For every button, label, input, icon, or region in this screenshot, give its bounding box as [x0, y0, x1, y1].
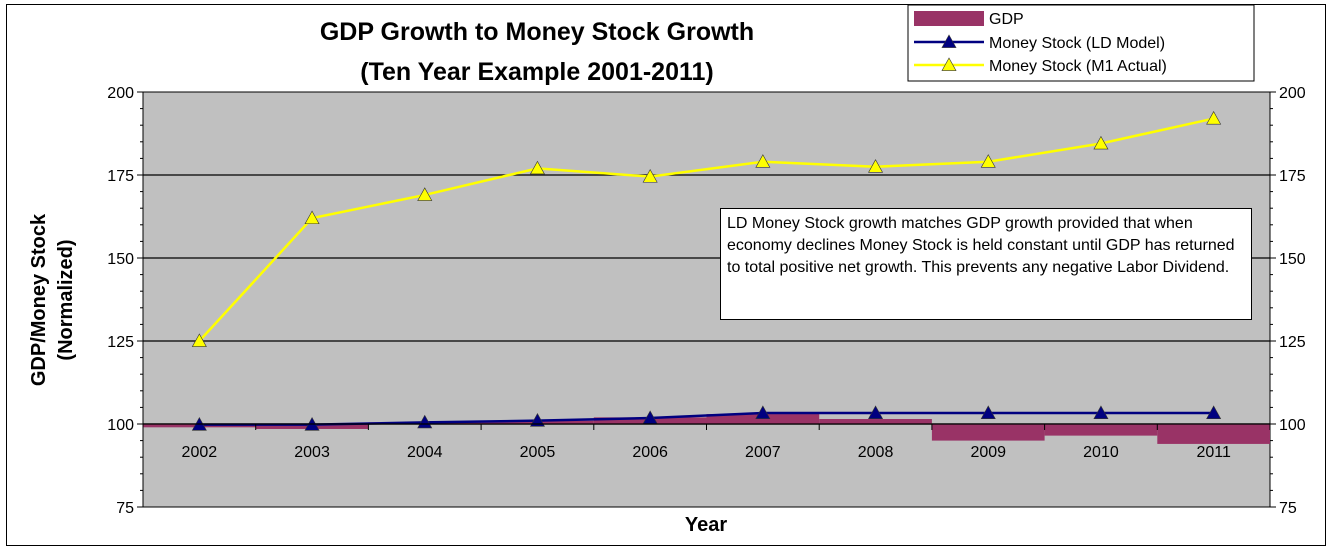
x-tick-label: 2007 [745, 444, 781, 461]
series-marker [642, 169, 658, 183]
series-line [198, 117, 1214, 342]
series-marker [304, 210, 320, 225]
series-marker [1206, 110, 1222, 125]
y-tick-label-left: 75 [116, 500, 134, 517]
y-tick-label-right: 100 [1279, 417, 1306, 434]
y-tick-label-left: 200 [107, 85, 134, 102]
series-marker [529, 413, 545, 427]
x-tick-label: 2002 [182, 444, 218, 461]
legend-label: Money Stock (M1 Actual) [989, 58, 1167, 75]
x-tick-label: 2004 [407, 444, 443, 461]
y-tick-label-right: 75 [1279, 500, 1297, 517]
x-tick-label: 2006 [632, 444, 668, 461]
series-marker [417, 187, 433, 201]
y-tick-label-left: 125 [107, 334, 134, 351]
series-marker [1206, 405, 1222, 419]
series-marker [868, 159, 884, 173]
x-tick-label: 2003 [294, 444, 330, 461]
x-axis-label: Year [685, 514, 727, 536]
legend-swatch [914, 11, 984, 26]
legend-marker [941, 34, 957, 48]
y-tick-label-right: 125 [1279, 334, 1306, 351]
series-marker [1093, 135, 1109, 150]
y-tick-label-left: 175 [107, 168, 134, 185]
x-tick-label: 2011 [1196, 444, 1231, 461]
series-marker [980, 405, 996, 419]
chart-subtitle: (Ten Year Example 2001-2011) [360, 58, 713, 86]
series-marker [980, 154, 996, 168]
series-marker [417, 414, 433, 429]
y-tick-label-left: 100 [107, 417, 134, 434]
gdp-bar [931, 424, 1045, 441]
legend-label: GDP [989, 11, 1024, 28]
x-tick-label: 2005 [520, 444, 556, 461]
gdp-bar [706, 414, 820, 424]
x-tick-label: 2010 [1083, 444, 1119, 461]
gdp-bar [1157, 424, 1270, 444]
y-tick-label-left: 150 [107, 251, 134, 268]
gdp-bar [819, 419, 932, 424]
y-tick-label-right: 200 [1279, 85, 1306, 102]
series-marker [868, 405, 884, 419]
legend: GDP Money Stock (LD Model) Money Stock (M1… [907, 4, 1255, 82]
gdp-bar [1044, 424, 1158, 436]
legend-label: Money Stock (LD Model) [989, 35, 1165, 52]
legend-marker [941, 57, 957, 71]
annotation-note: LD Money Stock growth matches GDP growth… [720, 208, 1252, 320]
axis-ticks: 75 75 100 100 125 125 150 150 175 175 200 200 2002 20… [107, 85, 1306, 517]
y-tick-label-right: 150 [1279, 251, 1306, 268]
y-axis-label: GDP/Money Stock [28, 213, 50, 386]
series-marker [755, 405, 771, 419]
series-marker [191, 333, 207, 347]
x-tick-label: 2008 [858, 444, 894, 461]
y-axis-label-2: (Normalized) [55, 239, 77, 360]
y-tick-label-right: 175 [1279, 168, 1306, 185]
series-marker [755, 154, 771, 168]
series-marker [529, 160, 545, 175]
series-marker [1093, 405, 1109, 419]
chart-title: GDP Growth to Money Stock Growth [320, 18, 754, 46]
x-tick-label: 2009 [970, 444, 1006, 461]
